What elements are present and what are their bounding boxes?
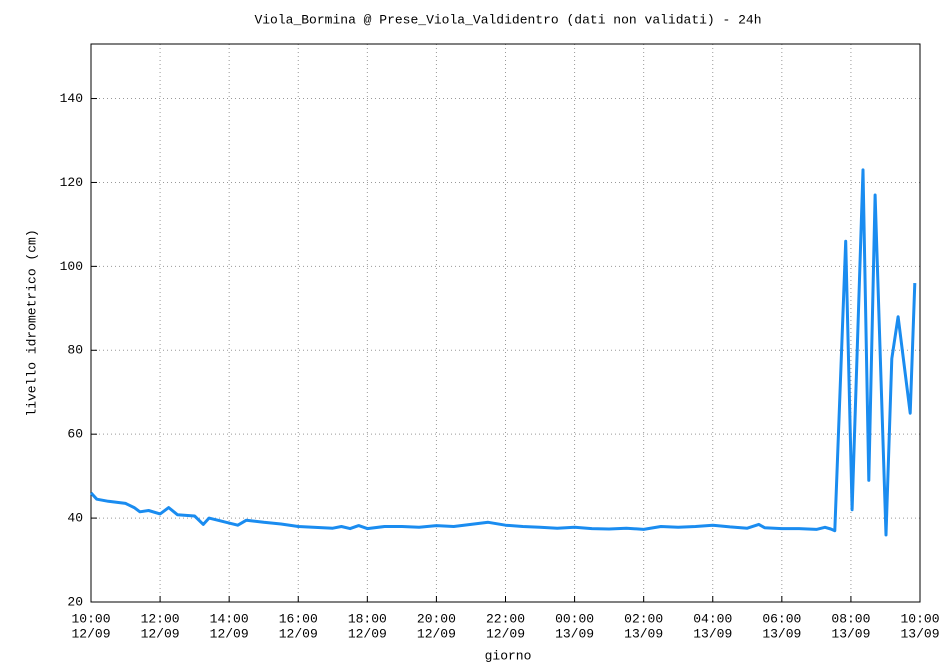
x-tick-label: 12/09 bbox=[417, 626, 456, 641]
x-axis-label: giorno bbox=[485, 648, 532, 663]
chart-title: Viola_Bormina @ Prese_Viola_Valdidentro … bbox=[254, 12, 761, 27]
plot-frame bbox=[90, 43, 921, 603]
y-tick-label: 120 bbox=[60, 175, 83, 190]
x-tick-label: 12/09 bbox=[348, 626, 387, 641]
y-tick-label: 140 bbox=[60, 91, 83, 106]
x-tick-label: 10:00 bbox=[900, 611, 939, 626]
x-tick-label: 22:00 bbox=[486, 611, 525, 626]
x-tick-label: 14:00 bbox=[210, 611, 249, 626]
y-tick-label: 80 bbox=[67, 343, 83, 358]
x-tick-label: 20:00 bbox=[417, 611, 456, 626]
x-tick-label: 12/09 bbox=[279, 626, 318, 641]
x-tick-label: 06:00 bbox=[762, 611, 801, 626]
x-tick-label: 16:00 bbox=[279, 611, 318, 626]
x-tick-label: 13/09 bbox=[831, 626, 870, 641]
x-tick-label: 12:00 bbox=[141, 611, 180, 626]
x-tick-label: 04:00 bbox=[693, 611, 732, 626]
x-tick-label: 02:00 bbox=[624, 611, 663, 626]
y-tick-label: 20 bbox=[67, 594, 83, 609]
y-tick-label: 100 bbox=[60, 259, 83, 274]
x-tick-label: 00:00 bbox=[555, 611, 594, 626]
y-tick-label: 60 bbox=[67, 427, 83, 442]
x-tick-label: 13/09 bbox=[693, 626, 732, 641]
x-tick-label: 12/09 bbox=[71, 626, 110, 641]
line-series bbox=[89, 168, 917, 537]
x-tick-label: 13/09 bbox=[762, 626, 801, 641]
x-tick-label: 12/09 bbox=[210, 626, 249, 641]
y-tick-label: 40 bbox=[67, 511, 83, 526]
x-tick-label: 18:00 bbox=[348, 611, 387, 626]
x-tick-label: 08:00 bbox=[831, 611, 870, 626]
x-tick-label: 13/09 bbox=[555, 626, 594, 641]
x-tick-label: 13/09 bbox=[900, 626, 939, 641]
y-axis-label: livello idrometrico (cm) bbox=[24, 229, 39, 416]
x-tick-label: 12/09 bbox=[486, 626, 525, 641]
x-tick-label: 12/09 bbox=[141, 626, 180, 641]
x-tick-label: 13/09 bbox=[624, 626, 663, 641]
x-tick-label: 10:00 bbox=[71, 611, 110, 626]
